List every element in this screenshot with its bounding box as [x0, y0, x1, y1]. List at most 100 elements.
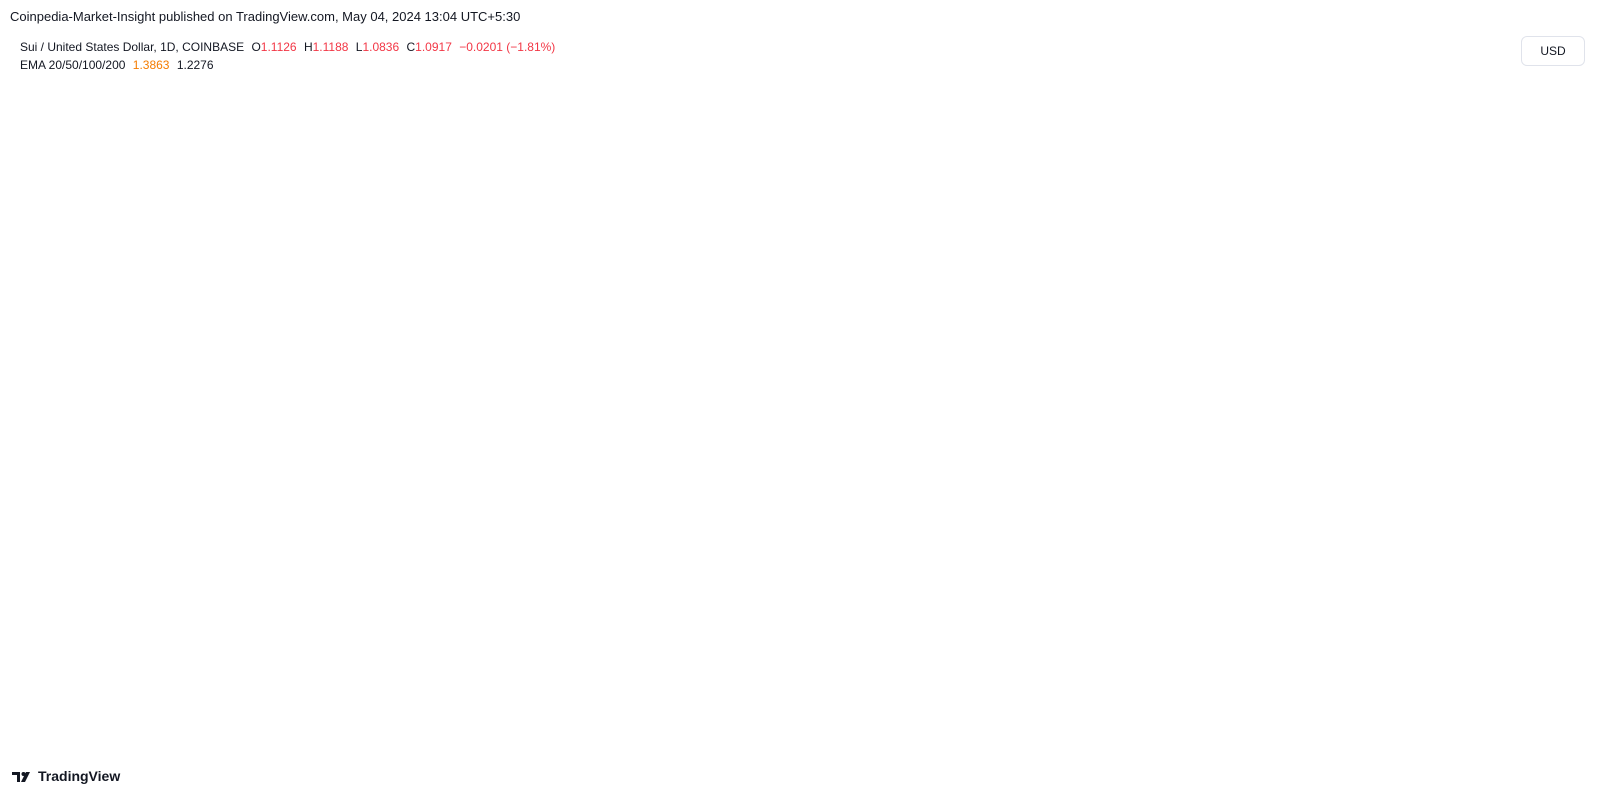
candle-body[interactable] — [347, 579, 353, 586]
candle-body[interactable] — [184, 593, 189, 597]
candle-body[interactable] — [518, 494, 523, 504]
candle-body[interactable] — [335, 590, 340, 593]
candle-body[interactable] — [1054, 288, 1059, 300]
candle-body[interactable] — [587, 387, 592, 422]
candle-body[interactable] — [1199, 432, 1204, 447]
candle-body[interactable] — [1117, 426, 1122, 473]
candle-body[interactable] — [247, 602, 252, 608]
candle-body[interactable] — [366, 570, 372, 574]
candle-body[interactable] — [1098, 342, 1103, 351]
candle-body[interactable] — [1079, 285, 1084, 300]
candle-body[interactable] — [896, 325, 901, 354]
candle-body[interactable] — [215, 596, 220, 600]
candle-body[interactable] — [39, 658, 44, 661]
candle-body[interactable] — [638, 435, 643, 461]
candle-body[interactable] — [574, 466, 580, 546]
candle-body[interactable] — [946, 319, 952, 337]
candle-body[interactable] — [177, 593, 183, 600]
candle-body[interactable] — [1161, 398, 1166, 413]
candle-body[interactable] — [877, 330, 883, 360]
symbol-name[interactable]: Sui / United States Dollar, 1D, COINBASE — [20, 40, 245, 54]
candle-body[interactable] — [505, 514, 511, 521]
candle-body[interactable] — [997, 189, 1002, 281]
candle-body[interactable] — [757, 223, 763, 241]
candle-body[interactable] — [991, 280, 996, 295]
candle-body[interactable] — [436, 568, 441, 577]
candle-body[interactable] — [745, 268, 750, 286]
candle-body[interactable] — [965, 274, 971, 298]
ema-label[interactable]: EMA 20/50/100/200 — [20, 58, 126, 72]
candle-body[interactable] — [524, 494, 529, 501]
candle-body[interactable] — [726, 325, 731, 337]
candle-body[interactable] — [751, 240, 756, 269]
support-zone-rect[interactable] — [543, 465, 1328, 479]
candle-body[interactable] — [1041, 274, 1046, 286]
candle-body[interactable] — [1092, 325, 1097, 343]
candle-body[interactable] — [1167, 412, 1173, 422]
tradingview-brand[interactable]: TradingView — [12, 768, 120, 784]
candle-body[interactable] — [1142, 364, 1147, 368]
candle-body[interactable] — [322, 585, 328, 588]
candle-body[interactable] — [120, 631, 126, 634]
candle-body[interactable] — [619, 455, 624, 464]
candle-body[interactable] — [165, 607, 170, 611]
candle-body[interactable] — [682, 330, 687, 354]
candle-body[interactable] — [499, 517, 504, 521]
candle-body[interactable] — [972, 251, 977, 275]
candle-body[interactable] — [480, 491, 485, 498]
candle-body[interactable] — [392, 582, 397, 586]
candle-body[interactable] — [928, 302, 933, 315]
candle-body[interactable] — [940, 308, 946, 320]
candle-body[interactable] — [1110, 460, 1116, 473]
candle-body[interactable] — [959, 297, 964, 323]
candle-body[interactable] — [1205, 446, 1210, 453]
candle-body[interactable] — [808, 285, 813, 298]
candle-body[interactable] — [688, 314, 693, 331]
candle-body[interactable] — [1186, 426, 1191, 439]
candle-body[interactable] — [209, 593, 214, 600]
candle-body[interactable] — [1104, 350, 1110, 461]
candle-body[interactable] — [707, 333, 712, 343]
candle-body[interactable] — [234, 604, 239, 611]
candle-body[interactable] — [556, 528, 561, 535]
candle-body[interactable] — [612, 432, 618, 456]
candle-body[interactable] — [139, 627, 145, 634]
candle-body[interactable] — [783, 257, 788, 269]
candle-body[interactable] — [404, 587, 410, 591]
candle-body[interactable] — [64, 644, 69, 648]
candle-body[interactable] — [511, 503, 517, 515]
candle-body[interactable] — [303, 587, 309, 591]
candle-body[interactable] — [1010, 212, 1015, 233]
candle-body[interactable] — [196, 585, 202, 588]
candle-body[interactable] — [581, 421, 586, 467]
candle-body[interactable] — [568, 545, 574, 552]
candle-body[interactable] — [1035, 215, 1040, 275]
candle-body[interactable] — [95, 634, 101, 638]
candle-body[interactable] — [158, 610, 164, 614]
candle-body[interactable] — [26, 657, 31, 660]
candle-body[interactable] — [1016, 223, 1021, 233]
candle-body[interactable] — [865, 302, 870, 320]
candle-body[interactable] — [240, 607, 246, 611]
candle-body[interactable] — [909, 314, 914, 320]
candle-body[interactable] — [814, 297, 819, 303]
candle-body[interactable] — [839, 291, 845, 306]
candle-body[interactable] — [846, 305, 851, 315]
candle-body[interactable] — [1173, 421, 1179, 433]
candle-body[interactable] — [1123, 404, 1128, 427]
candle-body[interactable] — [1028, 206, 1034, 216]
candle-body[interactable] — [1066, 297, 1072, 309]
candle-body[interactable] — [76, 641, 82, 643]
candle-body[interactable] — [978, 251, 983, 278]
candle-body[interactable] — [83, 638, 88, 643]
candle-body[interactable] — [1129, 390, 1135, 405]
candle-body[interactable] — [284, 587, 290, 597]
candle-body[interactable] — [1180, 432, 1185, 439]
candle-body[interactable] — [461, 522, 466, 540]
candle-body[interactable] — [411, 590, 416, 603]
candle-body[interactable] — [291, 593, 296, 597]
candle-body[interactable] — [272, 579, 277, 586]
candle-body[interactable] — [713, 342, 719, 348]
candle-body[interactable] — [600, 393, 605, 411]
